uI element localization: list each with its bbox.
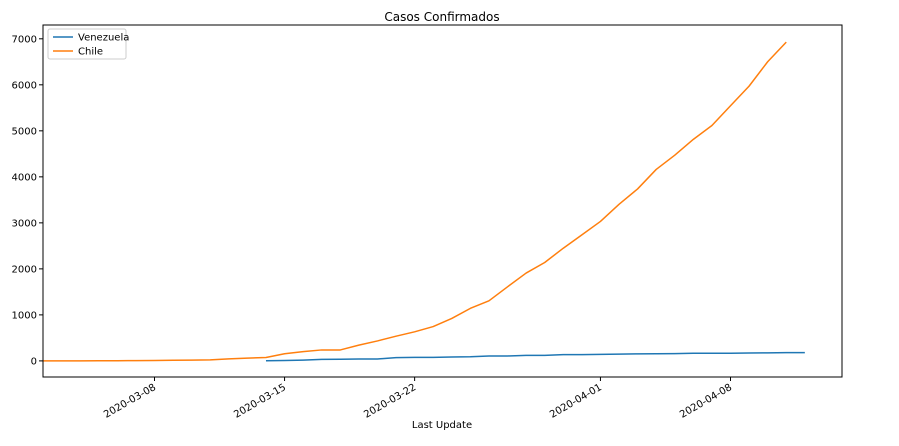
- plot-area: [42, 24, 843, 378]
- x-tick-label: 2020-04-08: [678, 382, 734, 421]
- legend-label-venezuela: Venezuela: [78, 33, 129, 44]
- x-tick-label: 2020-03-22: [362, 382, 418, 421]
- y-tick-label: 6000: [12, 80, 37, 91]
- y-axis: 0 1000 2000 3000 4000 5000 6000 7000: [12, 34, 43, 367]
- x-axis: 2020-03-08 2020-03-15 2020-03-22 2020-04-01…: [102, 377, 734, 421]
- legend: Venezuela Chile: [47, 28, 129, 60]
- series-layer: [42, 41, 805, 362]
- x-axis-label: Last Update: [412, 420, 472, 431]
- x-tick-label: 2020-04-01: [548, 382, 604, 421]
- y-tick-label: 1000: [12, 310, 37, 321]
- y-tick-label: 7000: [12, 34, 37, 45]
- y-tick-label: 5000: [12, 126, 37, 137]
- y-tick-label: 3000: [12, 218, 37, 229]
- y-tick-label: 0: [31, 356, 37, 367]
- y-tick-label: 2000: [12, 264, 37, 275]
- y-tick-label: 4000: [12, 172, 37, 183]
- x-tick-label: 2020-03-15: [232, 382, 288, 421]
- series-line-chile: [42, 41, 787, 362]
- plot-frame: [42, 24, 843, 378]
- chart-title: Casos Confirmados: [384, 10, 499, 24]
- series-line-venezuela: [265, 351, 805, 362]
- legend-label-chile: Chile: [78, 47, 103, 58]
- x-tick-label: 2020-03-08: [102, 382, 158, 421]
